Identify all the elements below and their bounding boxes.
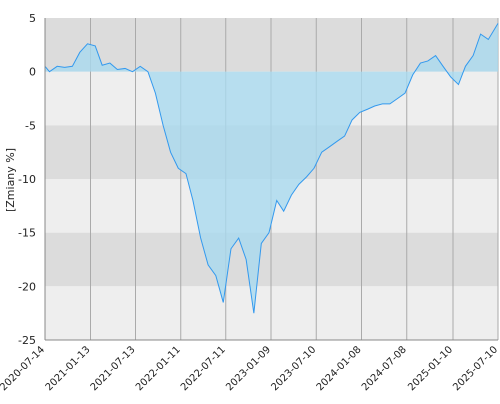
x-tick-label: 2021-01-13 [44, 344, 93, 393]
x-tick-label: 2024-07-08 [360, 344, 409, 393]
x-tick-label: 2020-07-14 [0, 344, 47, 393]
x-tick-label: 2022-07-11 [179, 344, 228, 393]
y-tick-label: 5 [29, 12, 36, 25]
y-tick-label: 0 [29, 66, 36, 79]
y-axis-label: [Zmiany %] [4, 148, 17, 212]
x-tick-label: 2021-07-13 [89, 344, 138, 393]
x-tick-label: 2023-01-09 [224, 344, 273, 393]
x-tick-label: 2023-07-10 [269, 344, 318, 393]
y-tick-label: -10 [18, 173, 36, 186]
y-tick-label: -25 [18, 334, 36, 347]
x-tick-label: 2024-01-08 [315, 344, 364, 393]
x-tick-label: 2025-01-10 [406, 344, 455, 393]
area [45, 23, 498, 314]
y-tick-label: -15 [18, 227, 36, 240]
line [44, 23, 499, 314]
x-tick-label: 2025-07-10 [451, 344, 500, 393]
y-tick-label: -5 [25, 119, 36, 132]
x-tick-label: 2022-01-11 [134, 344, 183, 393]
y-tick-label: -20 [18, 280, 36, 293]
